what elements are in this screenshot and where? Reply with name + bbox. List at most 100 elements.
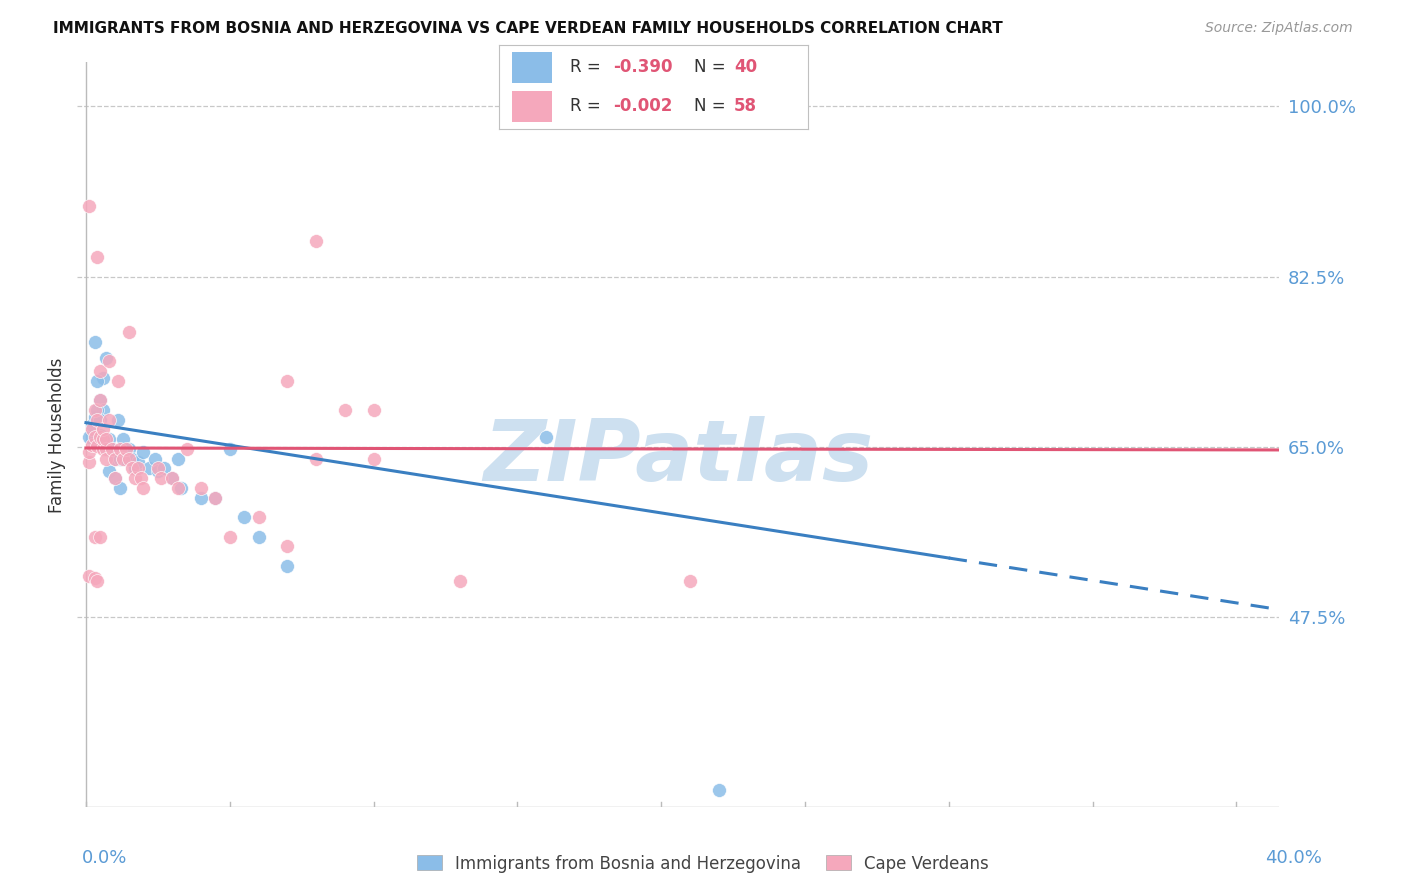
Point [162, 471, 183, 485]
Point [83, 530, 105, 544]
Point [129, 471, 152, 485]
Text: 58: 58 [734, 97, 758, 115]
Point [204, 491, 226, 505]
Text: N =: N = [695, 97, 731, 115]
Point [112, 451, 135, 466]
Point [110, 442, 132, 456]
Point [218, 530, 240, 544]
Point [132, 481, 155, 495]
Point [534, 430, 557, 444]
Point [77, 445, 100, 459]
Legend: Immigrants from Bosnia and Herzegovina, Cape Verdeans: Immigrants from Bosnia and Herzegovina, … [411, 848, 995, 880]
Point [86, 374, 108, 388]
Point [83, 403, 105, 417]
Point [167, 481, 190, 495]
Point [91, 432, 114, 446]
Point [77, 430, 100, 444]
Point [118, 325, 141, 339]
Point [107, 413, 129, 427]
Point [449, 574, 471, 589]
Point [77, 568, 100, 582]
Point [86, 403, 108, 417]
Point [89, 393, 111, 408]
Point [83, 334, 105, 349]
Point [104, 471, 127, 485]
Point [91, 422, 114, 436]
Point [276, 374, 298, 388]
Point [146, 461, 169, 475]
Point [162, 471, 183, 485]
Text: N =: N = [695, 59, 731, 77]
Point [89, 364, 111, 378]
Point [89, 413, 111, 427]
Point [89, 393, 111, 408]
Point [94, 432, 117, 446]
Point [104, 451, 127, 466]
Point [115, 442, 138, 456]
Point [305, 451, 328, 466]
Point [363, 403, 385, 417]
Point [86, 574, 108, 589]
Point [110, 451, 132, 466]
FancyBboxPatch shape [512, 91, 551, 121]
Point [305, 234, 328, 248]
Point [176, 442, 198, 456]
Point [247, 510, 270, 524]
Point [167, 451, 190, 466]
Point [94, 351, 117, 366]
Y-axis label: Family Households: Family Households [48, 357, 66, 513]
Point [77, 198, 100, 212]
Point [190, 491, 212, 505]
Point [143, 451, 166, 466]
Point [98, 464, 120, 478]
Point [112, 432, 135, 446]
Point [86, 437, 108, 451]
Point [86, 413, 108, 427]
Point [121, 461, 143, 475]
Point [83, 430, 105, 444]
Text: 0.0%: 0.0% [82, 849, 127, 867]
Text: 40: 40 [734, 59, 758, 77]
Point [115, 451, 138, 466]
Text: R =: R = [571, 59, 606, 77]
Point [86, 250, 108, 264]
Point [132, 445, 155, 459]
Point [127, 461, 149, 475]
Point [86, 439, 108, 453]
Point [107, 374, 129, 388]
Point [91, 371, 114, 385]
Point [94, 442, 117, 456]
Point [204, 491, 226, 505]
Point [91, 403, 114, 417]
Point [91, 442, 114, 456]
Point [218, 442, 240, 456]
Point [247, 530, 270, 544]
Text: R =: R = [571, 97, 606, 115]
Point [89, 430, 111, 444]
Point [101, 442, 124, 456]
Point [83, 409, 105, 424]
Point [98, 354, 120, 368]
Point [89, 428, 111, 442]
Point [101, 442, 124, 456]
Point [127, 455, 149, 469]
Point [121, 451, 143, 466]
Point [707, 782, 730, 797]
Point [80, 417, 103, 432]
Point [363, 451, 385, 466]
Point [149, 471, 172, 485]
Point [124, 461, 146, 475]
Point [89, 530, 111, 544]
Point [276, 539, 298, 553]
Text: ZIPatlas: ZIPatlas [484, 416, 873, 499]
Point [80, 422, 103, 436]
Text: -0.390: -0.390 [613, 59, 673, 77]
Point [170, 481, 193, 495]
Point [94, 451, 117, 466]
Point [679, 574, 702, 589]
Point [98, 413, 120, 427]
Point [98, 432, 120, 446]
Text: Source: ZipAtlas.com: Source: ZipAtlas.com [1205, 21, 1353, 35]
Point [94, 442, 117, 456]
Point [118, 442, 141, 456]
